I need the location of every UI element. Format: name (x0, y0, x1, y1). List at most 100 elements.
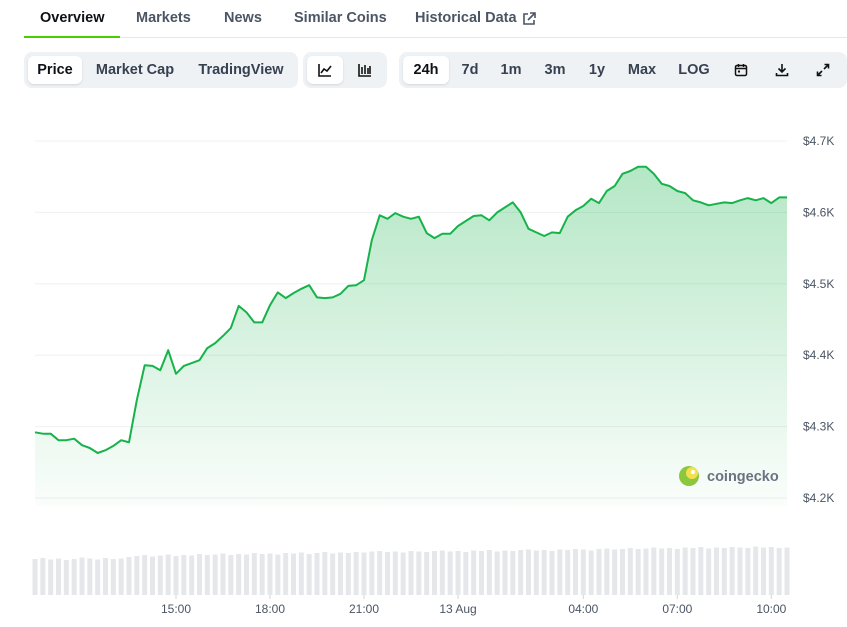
volume-bar (314, 553, 320, 595)
download-button[interactable] (766, 56, 798, 84)
watermark-text: coingecko (707, 469, 779, 485)
volume-bar (259, 554, 265, 595)
volume-bar (627, 548, 633, 595)
volume-bar (729, 547, 735, 595)
volume-bar (87, 558, 93, 595)
volume-bar (604, 548, 610, 595)
volume-bar (322, 552, 328, 595)
range-button[interactable]: Max (627, 62, 657, 78)
volume-bar (283, 553, 289, 595)
tab[interactable]: Similar Coins (294, 10, 387, 26)
volume-bar (32, 559, 38, 595)
tab[interactable]: Overview (40, 10, 105, 26)
volume-bar (776, 548, 782, 595)
volume-bar (118, 558, 124, 595)
volume-bar (157, 555, 163, 595)
volume-bar (204, 555, 210, 595)
x-tick-label: 21:00 (349, 602, 379, 616)
volume-bar (784, 547, 790, 595)
volume-bar (275, 554, 281, 595)
volume-bar (557, 549, 563, 595)
volume-bar (338, 552, 343, 595)
volume-bar (181, 555, 187, 595)
volume-bar (745, 548, 751, 595)
range-button[interactable]: 3m (544, 62, 566, 78)
volume-bar (486, 550, 492, 595)
volume-bar (142, 555, 148, 595)
volume-bar (651, 547, 657, 595)
range-button[interactable]: 7d (461, 62, 479, 78)
volume-bar (714, 547, 719, 595)
volume-bar (643, 548, 649, 595)
view-button[interactable]: TradingView (198, 62, 284, 78)
tab[interactable]: Historical Data (415, 10, 517, 26)
volume-bar (518, 550, 524, 595)
volume-bar (48, 559, 54, 595)
price-line (34, 165, 787, 454)
x-tick-label: 15:00 (161, 602, 191, 616)
volume-bar (620, 549, 625, 595)
volume-bar (400, 552, 406, 595)
volume-bar (494, 551, 500, 595)
y-tick-label: $4.6K (803, 205, 834, 219)
volume-bar (330, 553, 336, 595)
volume-bar (753, 546, 759, 595)
volume-bar (385, 552, 390, 595)
volume-bar (244, 554, 249, 595)
volume-bar (197, 554, 202, 595)
date-picker-button[interactable] (725, 56, 757, 84)
volume-bar (737, 547, 743, 595)
calendar-icon (734, 64, 748, 77)
tab-divider (24, 37, 847, 38)
volume-bar (267, 553, 273, 595)
tab[interactable]: Markets (136, 10, 191, 26)
range-toggle: 24h 7d 1m 3m 1y Max LOG (399, 52, 847, 88)
line-chart-button[interactable] (307, 56, 343, 84)
tab[interactable]: News (224, 10, 262, 26)
volume-bar (706, 548, 712, 595)
volume-bar (698, 547, 704, 595)
volume-bar (573, 549, 578, 595)
volume-bar (353, 552, 359, 595)
price-area (35, 166, 787, 506)
volume-bar (447, 551, 453, 595)
volume-bar (596, 549, 602, 595)
range-button[interactable]: 1y (588, 62, 606, 78)
volume-bar (721, 548, 727, 595)
range-button[interactable]: 1m (500, 62, 522, 78)
volume-bar (635, 549, 641, 595)
volume-bar (392, 551, 398, 595)
y-tick-label: $4.3K (803, 420, 834, 434)
fullscreen-button[interactable] (807, 56, 839, 84)
volume-bar (134, 556, 140, 595)
volume-bar (306, 554, 312, 595)
y-tick-label: $4.7K (803, 134, 834, 148)
volume-bar (612, 549, 618, 595)
view-button[interactable]: Price (28, 56, 82, 84)
volume-bar (40, 558, 46, 595)
candle-icon (358, 64, 371, 77)
volume-bar (455, 551, 461, 595)
line-icon (318, 64, 332, 77)
volume-bar (432, 551, 437, 595)
volume-bar (212, 554, 218, 595)
view-button[interactable]: Market Cap (95, 62, 175, 78)
volume-bar (541, 550, 547, 595)
expand-icon (816, 63, 830, 77)
y-tick-label: $4.5K (803, 277, 834, 291)
volume-bar (659, 548, 665, 595)
volume-bar (674, 549, 680, 595)
volume-bar (291, 553, 296, 595)
volume-bar (345, 553, 351, 595)
volume-bar (439, 550, 445, 595)
volume-bar (251, 553, 257, 595)
active-tab-indicator (24, 36, 120, 38)
candle-chart-button[interactable] (347, 56, 383, 84)
volume-bar (463, 552, 469, 595)
log-button[interactable]: LOG (678, 62, 710, 78)
volume-bar (95, 559, 101, 595)
volume-bar (690, 548, 696, 595)
download-icon (775, 64, 789, 77)
range-button[interactable]: 24h (403, 56, 449, 84)
